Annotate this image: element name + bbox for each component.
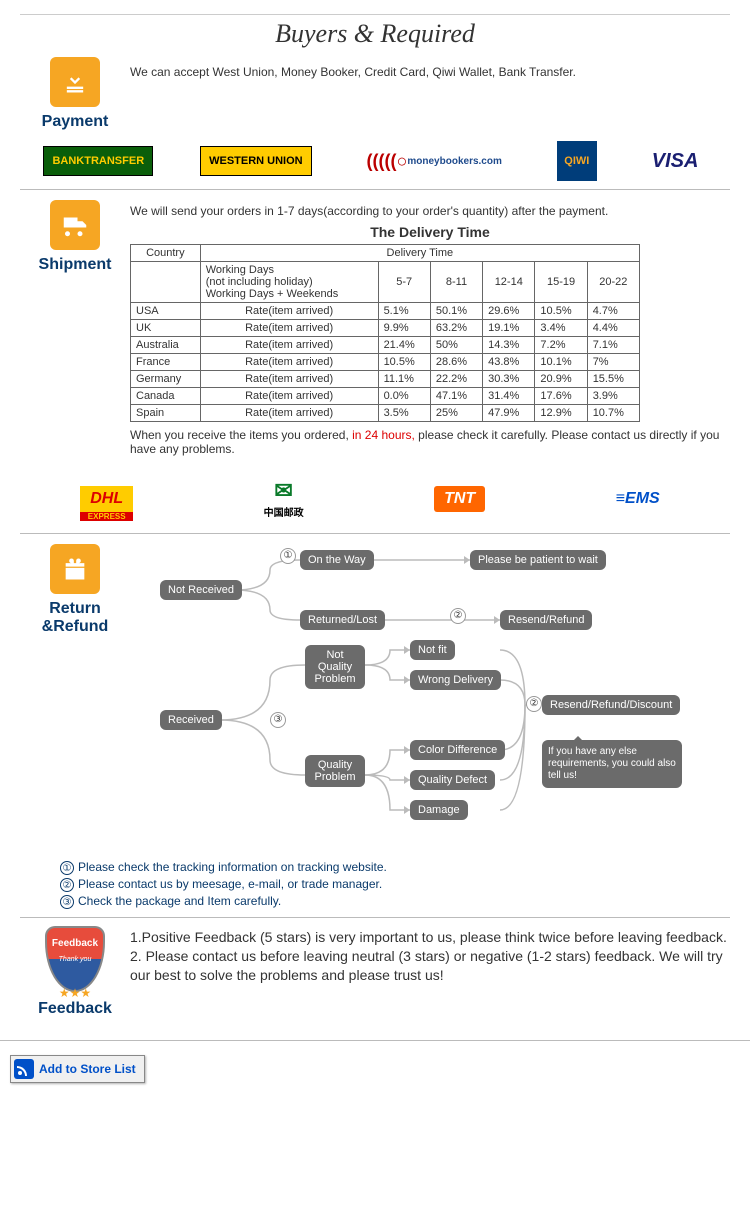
table-row: AustraliaRate(item arrived)21.4%50%14.3%… [131, 337, 640, 354]
refund-section: Return &Refund [20, 538, 730, 850]
delivery-table: CountryDelivery Time Working Days(not in… [130, 244, 640, 422]
truck-icon [50, 200, 100, 250]
feedback-section: Feedback Thank you ★★★ Feedback 1.Positi… [20, 922, 730, 1018]
refund-steps: ①Please check the tracking information o… [60, 860, 730, 909]
gift-icon [50, 544, 100, 594]
shipment-note: When you receive the items you ordered, … [130, 428, 730, 456]
node-not-received: Not Received [160, 580, 242, 600]
visa-logo: VISA [644, 146, 707, 176]
table-row: CanadaRate(item arrived)0.0%47.1%31.4%17… [131, 388, 640, 405]
node-notfit: Not fit [410, 640, 455, 660]
table-row: FranceRate(item arrived)10.5%28.6%43.8%1… [131, 354, 640, 371]
refund-flow: ① ② ③ ② Not Received On the Way Returned… [130, 550, 730, 850]
table-row: GermanyRate(item arrived)11.1%22.2%30.3%… [131, 371, 640, 388]
node-wrong: Wrong Delivery [410, 670, 501, 690]
node-color: Color Difference [410, 740, 505, 760]
page-title: Buyers & Required [20, 14, 730, 49]
step2b-marker: ② [526, 696, 542, 712]
node-nqp: Not Quality Problem [305, 645, 365, 689]
step2-marker: ② [450, 608, 466, 624]
table-title: The Delivery Time [130, 224, 730, 240]
western-union-logo: WESTERN UNION [200, 146, 312, 176]
feedback-label: Feedback [20, 1000, 130, 1018]
moneybookers-logo: (((((○moneybookers.com [359, 146, 510, 176]
qiwi-logo: QIWI [557, 141, 597, 181]
table-row: USARate(item arrived)5.1%50.1%29.6%10.5%… [131, 303, 640, 320]
node-received: Received [160, 710, 222, 730]
dhl-logo: DHL [80, 486, 133, 512]
ems-logo: ≡EMS [606, 486, 670, 512]
tnt-logo: TNT [434, 486, 485, 512]
node-damage: Damage [410, 800, 468, 820]
rss-icon [14, 1059, 34, 1079]
feedback-shield-icon: Feedback Thank you ★★★ [40, 926, 110, 996]
add-to-store-button[interactable]: Add to Store List [10, 1055, 145, 1083]
shipment-label: Shipment [20, 256, 130, 274]
shipment-section: Shipment We will send your orders in 1-7… [20, 194, 730, 464]
table-row: SpainRate(item arrived)3.5%25%47.9%12.9%… [131, 405, 640, 422]
step3-marker: ③ [270, 712, 286, 728]
node-returned: Returned/Lost [300, 610, 385, 630]
download-icon [50, 57, 100, 107]
refund-label: Return &Refund [20, 600, 130, 636]
carrier-logos: DHL ✉中国邮政 TNT ≡EMS [20, 474, 730, 523]
node-qp: Quality Problem [305, 755, 365, 787]
payment-label: Payment [20, 113, 130, 131]
node-on-way: On the Way [300, 550, 374, 570]
payment-desc: We can accept West Union, Money Booker, … [130, 65, 730, 79]
node-defect: Quality Defect [410, 770, 495, 790]
table-row: UKRate(item arrived)9.9%63.2%19.1%3.4%4.… [131, 320, 640, 337]
chinapost-logo: ✉中国邮政 [254, 474, 314, 523]
payment-logos: BANK TRANSFER WESTERN UNION (((((○moneyb… [20, 141, 730, 181]
refund-bubble: If you have any else requirements, you c… [542, 740, 682, 788]
shipment-desc: We will send your orders in 1-7 days(acc… [130, 204, 730, 218]
node-patient: Please be patient to wait [470, 550, 606, 570]
node-resend2: Resend/Refund/Discount [542, 695, 680, 715]
bank-transfer-logo: BANK TRANSFER [43, 146, 153, 176]
feedback-text: 1.Positive Feedback (5 stars) is very im… [130, 922, 730, 1018]
node-resend1: Resend/Refund [500, 610, 592, 630]
payment-section: Payment We can accept West Union, Money … [20, 51, 730, 131]
step1-marker: ① [280, 548, 296, 564]
